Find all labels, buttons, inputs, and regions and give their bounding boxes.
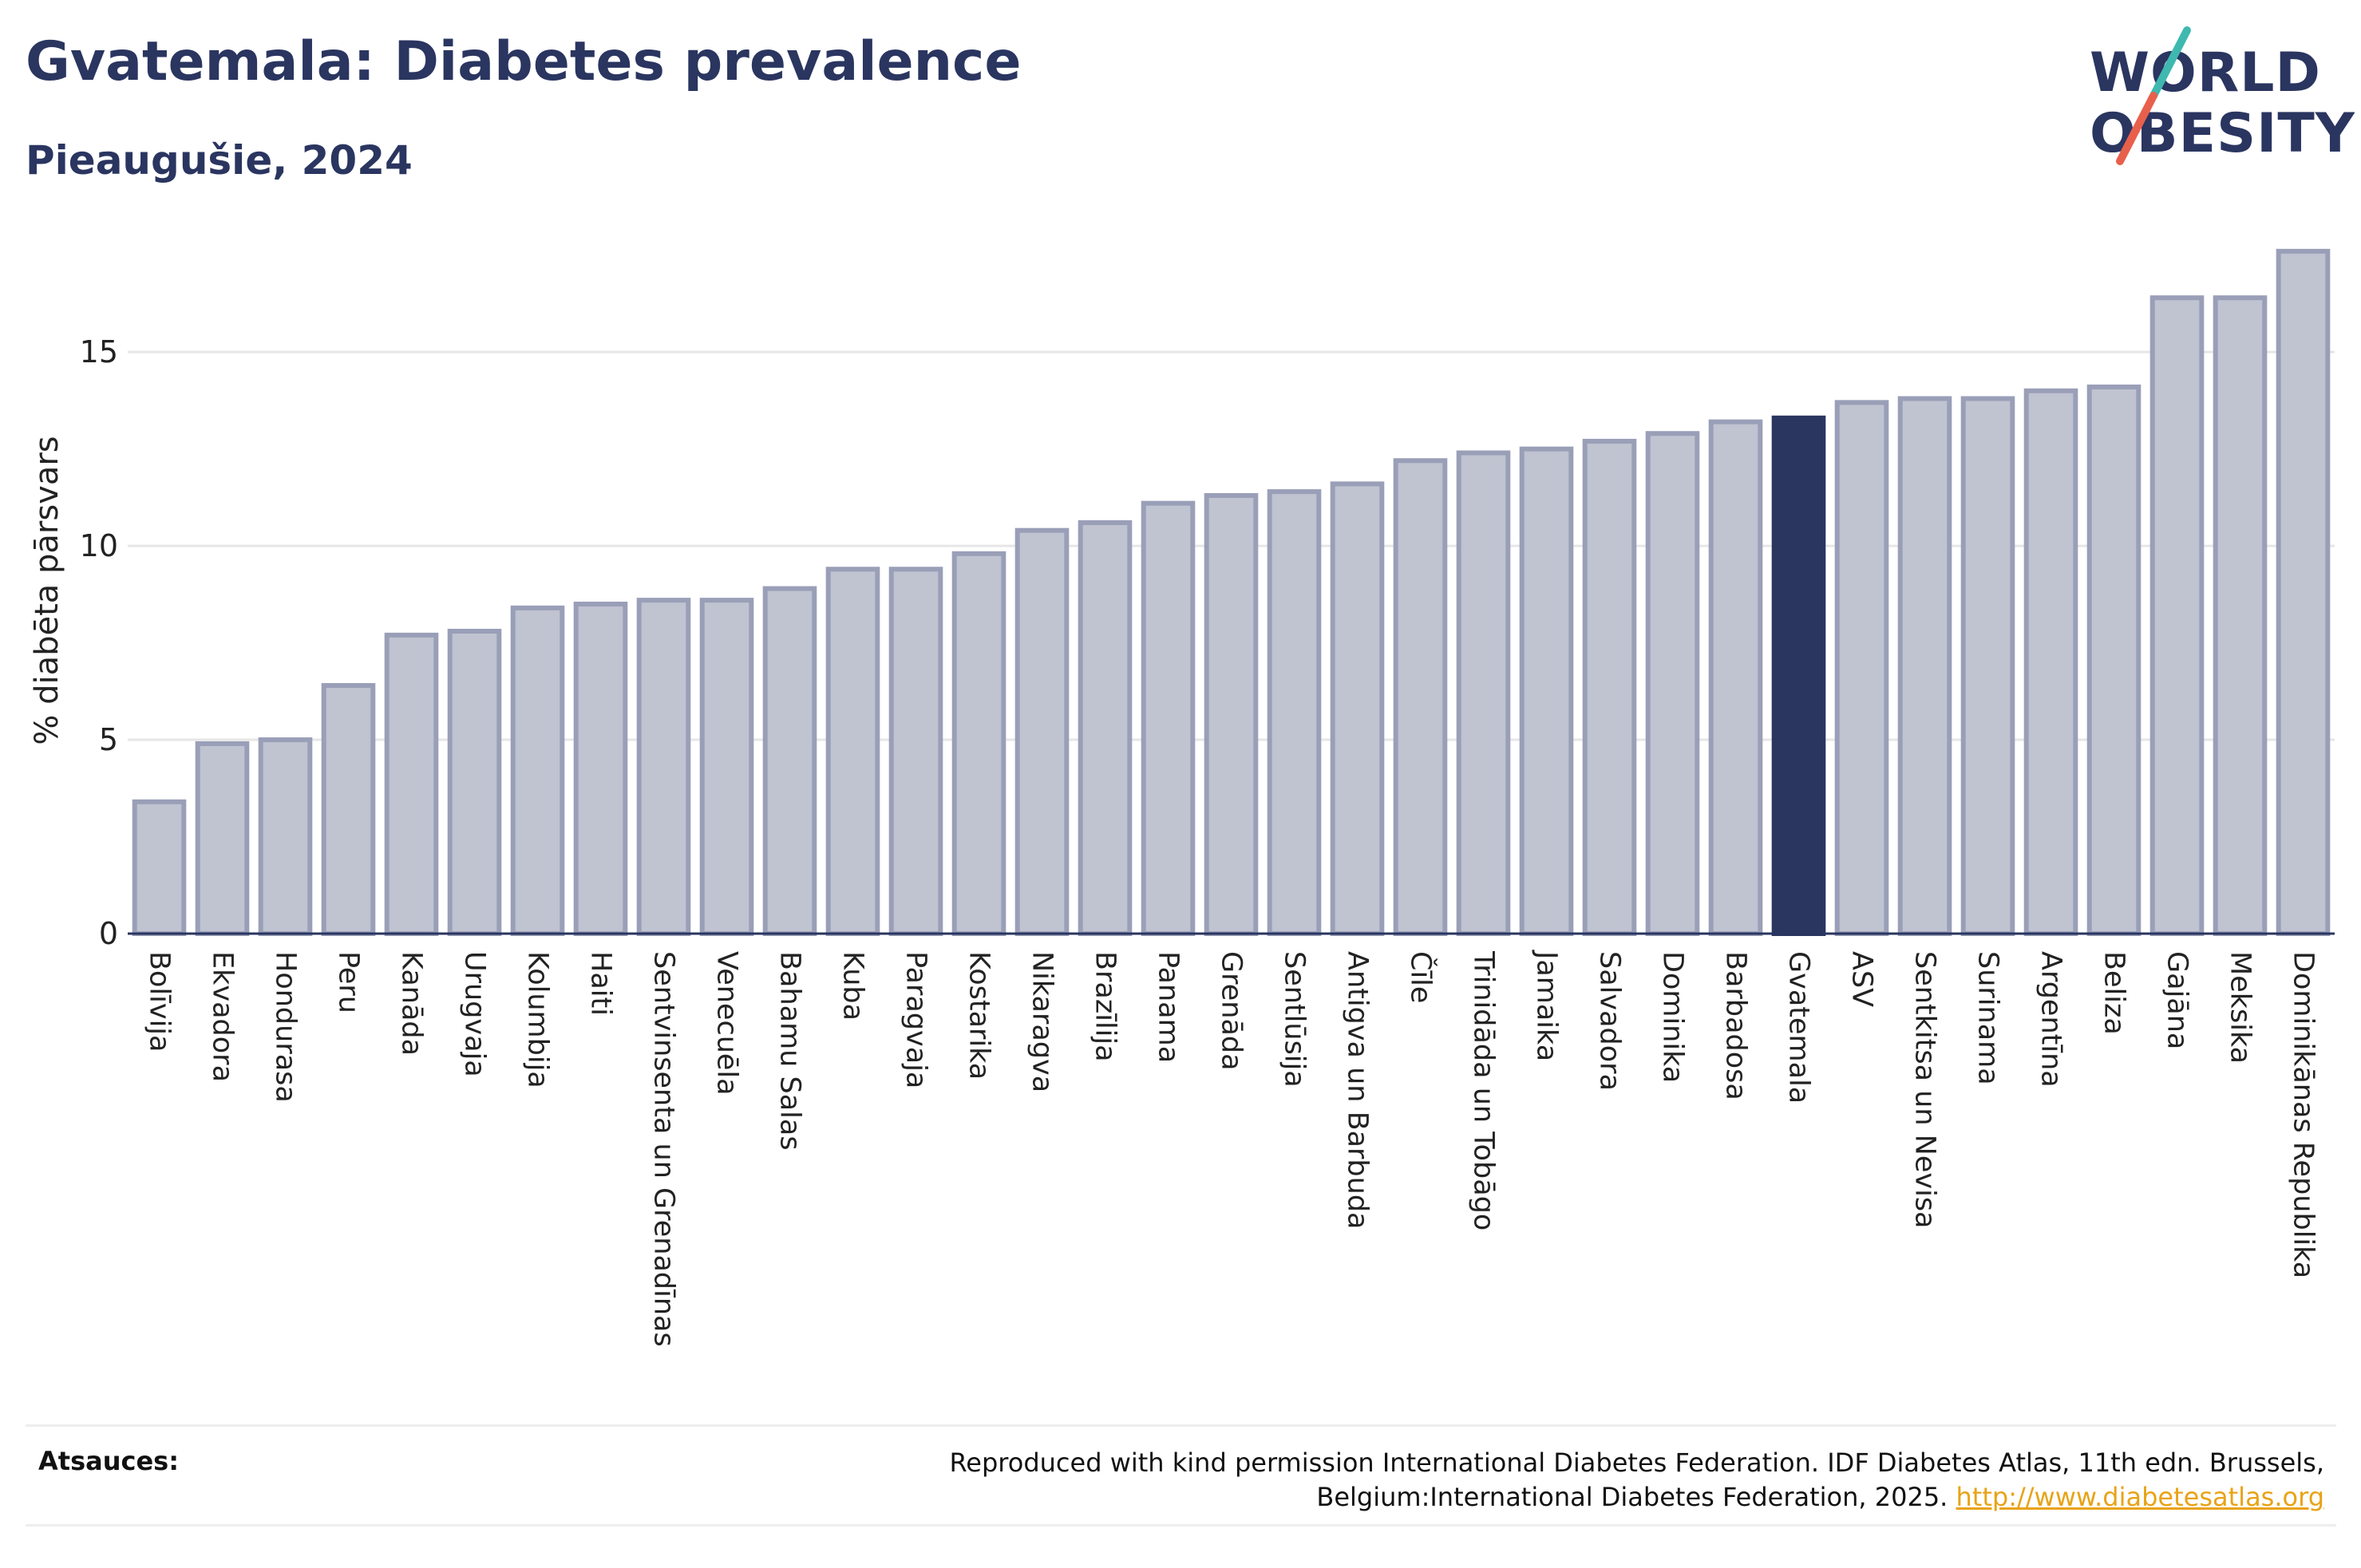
x-category-label: Grenāda [1216, 951, 1248, 1071]
bar-Panama [1141, 500, 1196, 936]
bar-Sentkitsa un Nevisa [1897, 396, 1952, 936]
bars [132, 248, 2331, 937]
bar-Dominika [1645, 431, 1700, 936]
x-category-label: Barbadosa [1720, 951, 1752, 1100]
x-category-label: Kolumbija [522, 951, 554, 1088]
bar-Kuba [825, 567, 880, 937]
bar-Grenāda [1204, 492, 1259, 936]
bar-Sentlūsija [1267, 489, 1322, 936]
bar-Čīle [1393, 458, 1448, 936]
world-obesity-logo: WORLD OBESITY [2090, 26, 2355, 165]
y-axis-ticks: 0 5 10 15 [80, 334, 118, 951]
sources-text: Reproduced with kind permission Internat… [688, 1446, 2325, 1515]
x-category-label: Surinama [1972, 951, 2004, 1085]
bar-Ekvadora [195, 741, 250, 936]
bar-Urugvaja [447, 629, 502, 937]
x-category-label: Haiti [585, 951, 617, 1016]
footer-divider-bottom [26, 1524, 2336, 1527]
x-category-label: Antigva un Barbuda [1342, 951, 1374, 1229]
x-category-label: Bolīvija [144, 951, 176, 1052]
y-axis-title: % diabēta pārsvars [29, 436, 65, 745]
bar-Peru [321, 683, 376, 936]
bar-Meksika [2213, 295, 2268, 937]
x-category-label: Kuba [837, 951, 869, 1021]
x-category-label: Salvadora [1594, 951, 1626, 1091]
y-tick-label: 5 [99, 722, 118, 757]
bar-Brazīlija [1078, 519, 1133, 936]
footer-divider-top [26, 1424, 2336, 1427]
bar-Gvatemala [1771, 415, 1826, 936]
x-category-label: Bahamu Salas [774, 951, 806, 1151]
x-category-label: Gvatemala [1783, 951, 1815, 1104]
x-category-label: Panama [1153, 951, 1184, 1063]
x-category-label: Beliza [2098, 951, 2130, 1035]
sources-citation: Reproduced with kind permission Internat… [949, 1448, 2325, 1512]
page-subtitle: Pieaugušie, 2024 [26, 137, 413, 184]
bar-Jamaika [1519, 446, 1574, 936]
bar-Gajāna [2149, 295, 2205, 937]
x-category-label: Ekvadora [207, 951, 239, 1082]
x-category-label: Sentlūsija [1279, 951, 1311, 1088]
bar-Kolumbija [510, 605, 565, 936]
bar-Barbadosa [1708, 419, 1763, 936]
x-category-label: Paragvaja [900, 951, 932, 1088]
x-category-label: Kanāda [396, 951, 428, 1056]
x-category-label: Čīle [1405, 951, 1438, 1003]
logo-slash-bottom [2116, 92, 2157, 165]
x-category-label: Urugvaja [459, 951, 491, 1077]
x-category-label: Argentīna [2035, 951, 2067, 1088]
bar-Antigva un Barbuda [1330, 481, 1385, 936]
x-category-label: ASV [1846, 951, 1878, 1007]
bar-Venecuēla [699, 598, 754, 937]
x-category-label: Trinidāda un Tobāgo [1468, 950, 1500, 1230]
y-tick-label: 0 [99, 916, 118, 951]
x-category-label: Meksika [2225, 951, 2256, 1064]
x-category-label: Venecuēla [711, 951, 743, 1096]
bar-Nikaragva [1014, 527, 1070, 936]
y-tick-label: 10 [80, 528, 118, 563]
bar-Kanāda [384, 632, 439, 937]
bar-Paragvaja [888, 567, 943, 937]
sources-label: Atsauces: [38, 1446, 179, 1476]
x-category-label: Peru [333, 951, 365, 1013]
x-category-label: Jamaika [1531, 950, 1563, 1061]
bar-Trinidāda un Tobāgo [1456, 450, 1511, 936]
x-category-label: Sentvinsenta un Grenadīnas [648, 951, 680, 1347]
logo-slash-top [2149, 26, 2191, 100]
x-category-label: Sentkitsa un Nevisa [1909, 951, 1941, 1229]
bar-Sentvinsenta un Grenadīnas [636, 598, 691, 937]
x-category-label: Brazīlija [1090, 951, 1121, 1062]
bar-Argentīna [2023, 388, 2078, 937]
bar-ASV [1834, 400, 1889, 936]
sources-link[interactable]: http://www.diabetesatlas.org [1956, 1482, 2324, 1512]
x-axis-labels: Bolīvija Ekvadora Hondurasa Peru Kanāda Urugv… [144, 950, 2319, 1347]
page-title: Gvatemala: Diabetes prevalence [26, 30, 1022, 93]
x-category-label: Hondurasa [270, 951, 302, 1103]
bar-Salvadora [1582, 438, 1637, 936]
x-category-label: Nikaragva [1026, 951, 1058, 1092]
bar-Kostarika [951, 551, 1006, 936]
bar-Hondurasa [258, 737, 313, 936]
bar-Dominikānas Republika [2276, 248, 2331, 936]
bar-Haiti [573, 602, 628, 937]
x-category-label: Kostarika [963, 951, 995, 1080]
bar-Bolīvija [132, 799, 187, 936]
x-category-label: Gajāna [2161, 951, 2193, 1049]
y-tick-label: 15 [80, 334, 118, 369]
bar-Beliza [2086, 384, 2142, 936]
bar-Bahamu Salas [762, 586, 817, 936]
x-category-label: Dominika [1657, 951, 1689, 1083]
x-category-label: Dominikānas Republika [2288, 951, 2319, 1278]
logo-line1: WORLD [2090, 41, 2321, 105]
bar-Surinama [1960, 396, 2015, 936]
